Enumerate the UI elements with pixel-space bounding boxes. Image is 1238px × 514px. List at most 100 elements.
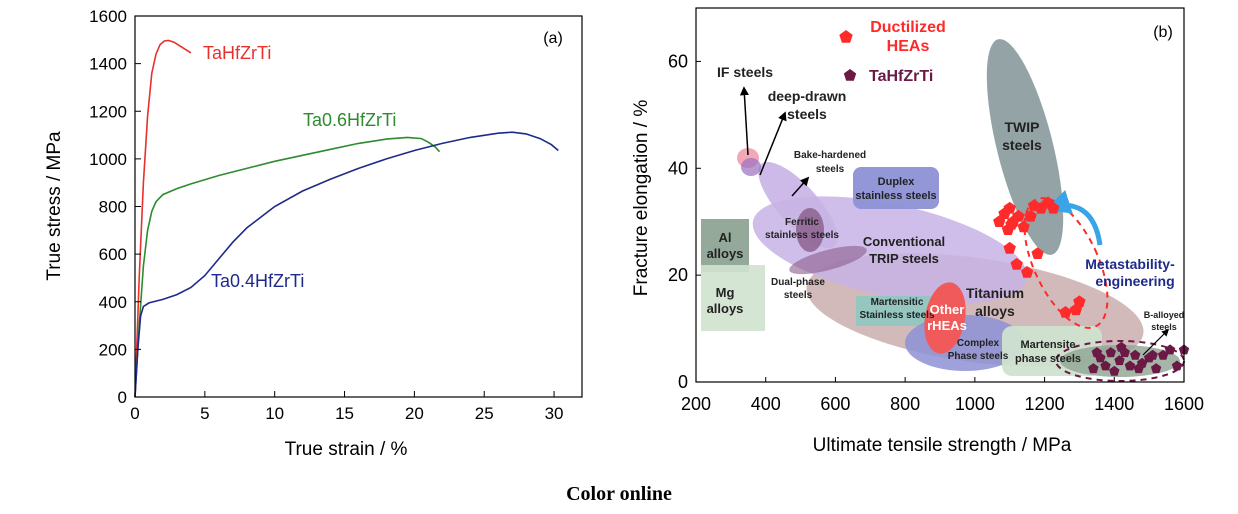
point-tahfzrti: [1130, 349, 1141, 360]
series-line-ta04hfzrti: [134, 131, 559, 398]
region-dual-phase: [789, 245, 867, 275]
material-regions: [701, 39, 1180, 377]
y-tick-label: 1600: [89, 7, 127, 26]
y-tick-label: 1200: [89, 102, 127, 121]
point-ductilized-hea: [1031, 247, 1044, 259]
label-dual-phase: Dual-phase steels: [771, 277, 825, 301]
ashby-chart: 200 400 600 800 1000 1200 1400 1600 0 20 40 60 IF s…: [631, 7, 1204, 456]
stress-strain-chart: 0 5 10 15 20 25 30 0 200 400 600 800 1000 1200 1400 160…: [44, 7, 583, 460]
y-tick-label: 1000: [89, 150, 127, 169]
point-tahfzrti: [1116, 341, 1127, 352]
legend: Ductilized HEAs TaHfZrTi: [839, 19, 946, 85]
legend-label-tahfzrti: TaHfZrTi: [869, 68, 933, 85]
point-tahfzrti: [1124, 360, 1136, 371]
y-tick-label: 200: [99, 340, 127, 359]
point-tahfzrti: [1157, 349, 1169, 360]
x-tick-label: 400: [751, 394, 781, 414]
x-tick-label: 1600: [1164, 394, 1204, 414]
point-ductilized-hea: [1012, 209, 1025, 222]
plot-frame: [695, 7, 1185, 383]
label-ferritic: Ferritic stainless steels: [765, 217, 839, 241]
label-metastability: Metastability-engineering: [1085, 256, 1175, 289]
point-ductilized-hea: [1003, 241, 1016, 254]
panel-label: (b): [1153, 24, 1173, 41]
x-axis-label: Ultimate tensile strength / MPa: [813, 435, 1072, 456]
label-bake-hardened: Bake-hardened steels: [794, 150, 866, 175]
label-deep-drawn: deep-drawn steels: [768, 88, 847, 122]
x-tick-label: 20: [405, 404, 424, 423]
label-trip: Conventional TRIP steels: [863, 234, 945, 266]
y-tick-label: 20: [668, 265, 688, 285]
region-duplex: [853, 167, 939, 209]
x-tick-label: 800: [890, 394, 920, 414]
x-tick-label: 30: [545, 404, 564, 423]
point-ductilized-hea: [1010, 258, 1023, 270]
point-tahfzrti: [1114, 355, 1125, 366]
point-ductilized-hea: [1059, 306, 1072, 318]
label-al: Al alloys: [707, 230, 744, 261]
point-ductilized-hea: [1021, 266, 1034, 278]
y-axis-label: Fracture elongation / %: [631, 100, 652, 297]
series-line-tahfzrti: [134, 39, 192, 398]
point-tahfzrti: [1105, 347, 1116, 358]
y-tick-label: 40: [668, 158, 688, 178]
point-ductilized-hea: [1003, 201, 1016, 214]
x-tick-label: 5: [200, 404, 209, 423]
series-label-ta04hfzrti: Ta0.4HfZrTi: [211, 271, 304, 291]
label-complex: Complex Phase steels: [948, 338, 1009, 362]
y-tick-label: 1400: [89, 55, 127, 74]
x-tick-label: 600: [820, 394, 850, 414]
region-ferritic: [796, 208, 824, 252]
x-tick-label: 15: [335, 404, 354, 423]
label-boron: B-alloyed steels: [1144, 310, 1185, 332]
point-tahfzrti: [1150, 363, 1162, 374]
x-axis-label: True strain / %: [285, 439, 408, 460]
y-axis-label: True stress / MPa: [44, 131, 65, 281]
x-tick-label: 1400: [1094, 394, 1134, 414]
label-titanium: Titanium alloys: [966, 285, 1024, 319]
x-tick-label: 10: [265, 404, 284, 423]
region-if-base: [741, 158, 761, 176]
x-tick-label: 25: [475, 404, 494, 423]
y-tick-label: 600: [99, 245, 127, 264]
label-martensite: Martensite phase steels: [1015, 339, 1081, 365]
y-tick-label: 60: [668, 51, 688, 71]
point-tahfzrti: [1109, 365, 1120, 376]
y-tick-label: 800: [99, 198, 127, 217]
y-tick-label: 400: [99, 293, 127, 312]
region-rhea: [924, 282, 966, 354]
y-tick-label: 0: [118, 388, 127, 407]
figure-caption: Color online: [566, 483, 672, 505]
point-ductilized-hea: [1001, 223, 1015, 235]
point-tahfzrti: [1133, 363, 1144, 374]
point-tahfzrti: [1100, 360, 1111, 371]
series-label-ta06hfzrti: Ta0.6HfZrTi: [303, 110, 396, 130]
region-martensitic: [856, 296, 934, 326]
legend-marker-ductilized: [839, 30, 853, 43]
panel-label: (a): [543, 30, 563, 47]
legend-marker-tahfzrti: [843, 69, 857, 81]
x-tick-label: 0: [130, 404, 139, 423]
label-if-steels: IF steels: [717, 64, 773, 80]
x-tick-label: 1000: [955, 394, 995, 414]
point-tahfzrti: [1164, 344, 1176, 355]
point-ductilized-hea: [1047, 201, 1060, 214]
point-tahfzrti: [1147, 349, 1158, 360]
point-ductilized-hea: [1024, 209, 1037, 222]
arrow-boron: [1142, 328, 1170, 356]
region-mg: [701, 265, 765, 331]
x-tick-label: 200: [681, 394, 711, 414]
arrow-deep-drawn: [759, 111, 787, 176]
series-line-ta06hfzrti: [134, 136, 441, 398]
hea-dashed-boundary: [1023, 197, 1109, 329]
point-tahfzrti: [1171, 360, 1183, 371]
plot-frame: [134, 15, 583, 398]
legend-label-ductilized: Ductilized HEAs: [870, 19, 946, 55]
point-tahfzrti: [1088, 363, 1099, 374]
label-twip: TWIP steels: [1002, 119, 1042, 153]
series-label-tahfzrti: TaHfZrTi: [203, 43, 271, 63]
point-tahfzrti: [1091, 347, 1103, 358]
x-tick-label: 1200: [1025, 394, 1065, 414]
label-mg: Mg alloys: [707, 285, 744, 316]
y-tick-label: 0: [678, 372, 688, 392]
